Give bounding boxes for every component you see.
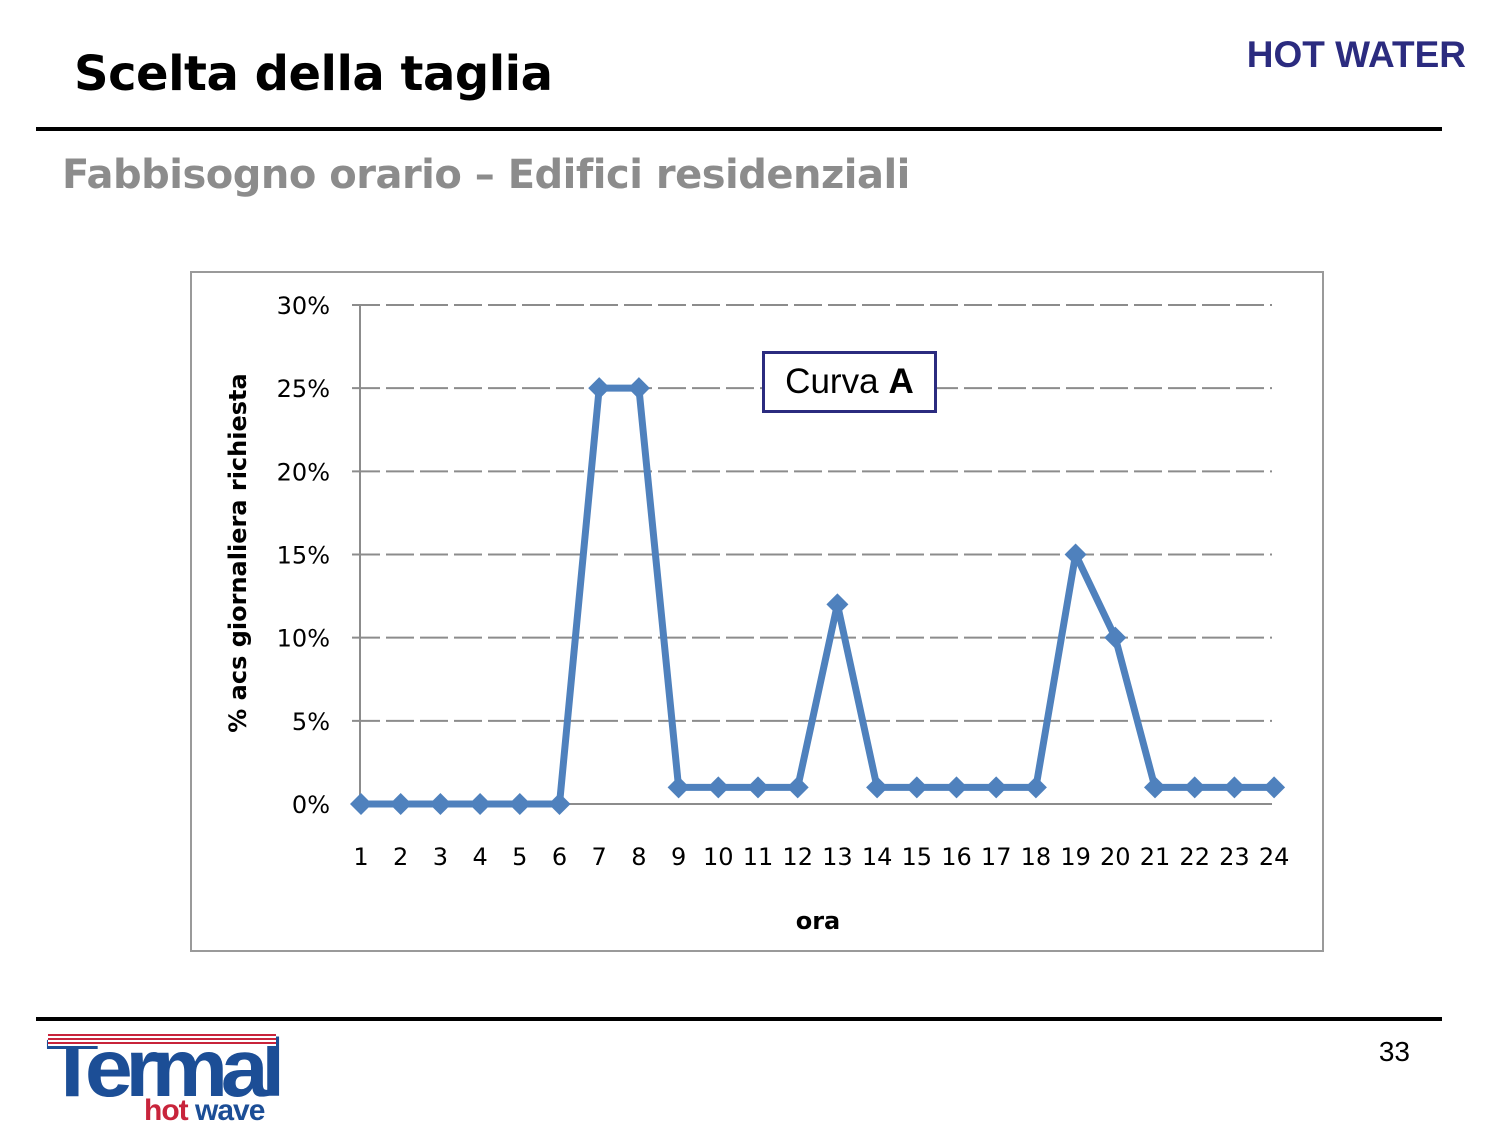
logo-stripes <box>48 1034 276 1046</box>
logo-sub-wave: wave <box>194 1094 265 1127</box>
x-tick-label: 21 <box>1140 843 1171 871</box>
y-tick-label: 20% <box>277 458 330 486</box>
data-point-marker <box>469 793 492 815</box>
x-tick-label: 13 <box>822 843 853 871</box>
y-tick-label: 25% <box>277 375 330 403</box>
data-point-marker <box>667 776 690 799</box>
data-point-marker <box>508 793 531 815</box>
data-point-marker <box>707 776 730 799</box>
footer-divider <box>36 1017 1442 1021</box>
line-chart: 0%5%10%15%20%25%30%1 2 3 4 5 6 7 8 9 10 11 12 13 14 15… <box>224 292 1290 935</box>
x-axis-title: ora <box>796 907 841 935</box>
data-point-marker <box>786 776 809 799</box>
y-tick-label: 0% <box>292 791 330 819</box>
x-tick-label: 23 <box>1219 843 1250 871</box>
logo-subtitle: hot wave <box>144 1094 265 1128</box>
termal-logo: Termal hot wave <box>46 1028 286 1128</box>
data-point-marker <box>905 776 928 799</box>
x-tick-label: 1 <box>353 843 368 871</box>
slide-subtitle: Fabbisogno orario – Edifici residenziali <box>62 152 910 198</box>
x-tick-label: 3 <box>433 843 448 871</box>
series-line <box>361 384 1275 808</box>
logo-sub-hot: hot <box>144 1094 189 1127</box>
data-point-marker <box>826 593 849 616</box>
data-point-marker <box>627 377 650 400</box>
legend-label: A <box>888 362 914 401</box>
legend-box: Curva A <box>762 351 937 413</box>
data-point-marker <box>866 776 889 799</box>
data-point-marker <box>548 793 571 815</box>
legend-prefix: Curva <box>785 362 879 401</box>
y-tick-label: 5% <box>292 708 330 736</box>
y-axis-title: % acs giornaliera richiesta <box>224 373 252 732</box>
data-point-marker <box>747 776 769 799</box>
slide-title: Scelta della taglia <box>74 46 553 102</box>
x-tick-label: 5 <box>512 843 527 871</box>
x-tick-label: 9 <box>671 843 686 871</box>
data-point-marker <box>350 793 372 815</box>
x-tick-label: 11 <box>743 843 774 871</box>
x-tick-label: 22 <box>1179 843 1210 871</box>
x-tick-label: 18 <box>1021 843 1052 871</box>
x-tick-label: 8 <box>631 843 646 871</box>
x-tick-label: 15 <box>902 843 933 871</box>
x-tick-label: 16 <box>941 843 972 871</box>
x-tick-label: 10 <box>703 843 734 871</box>
x-tick-label: 6 <box>552 843 567 871</box>
data-point-marker <box>389 793 412 815</box>
data-point-marker <box>1024 776 1047 799</box>
x-tick-label: 20 <box>1100 843 1131 871</box>
page-number: 33 <box>1378 1036 1410 1067</box>
y-tick-label: 15% <box>277 542 330 570</box>
section-tag: HOT WATER <box>1246 34 1466 75</box>
data-point-marker <box>1263 776 1286 799</box>
data-point-marker <box>1183 776 1206 799</box>
x-tick-label: 19 <box>1060 843 1091 871</box>
header-divider <box>36 127 1442 131</box>
x-tick-label: 14 <box>862 843 893 871</box>
data-point-marker <box>1064 543 1087 566</box>
data-point-marker <box>1223 776 1246 799</box>
data-point-marker <box>945 776 968 799</box>
data-point-marker <box>1104 626 1127 649</box>
data-point-marker <box>588 377 611 400</box>
x-tick-label: 7 <box>592 843 607 871</box>
data-point-marker <box>985 776 1008 799</box>
y-tick-label: 30% <box>277 292 330 320</box>
x-tick-label: 24 <box>1259 843 1290 871</box>
y-tick-label: 10% <box>277 625 330 653</box>
x-tick-label: 12 <box>782 843 813 871</box>
data-point-marker <box>429 793 452 815</box>
data-point-marker <box>1144 776 1166 799</box>
x-tick-label: 2 <box>393 843 408 871</box>
chart-frame: 0% 5% 10% 15% 20% 25% 30% 1 2 3 4 5 6 7 8 9 10 11 12 13 14 15… <box>190 271 1324 952</box>
x-tick-label: 4 <box>472 843 487 871</box>
x-tick-label: 17 <box>981 843 1012 871</box>
